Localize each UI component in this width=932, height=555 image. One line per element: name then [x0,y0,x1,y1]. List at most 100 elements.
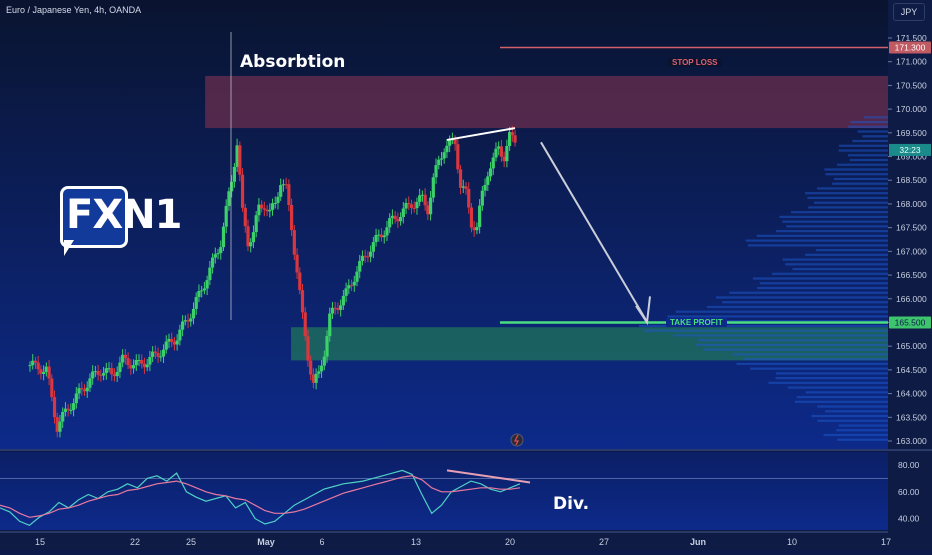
highs-trend-line[interactable] [446,127,516,141]
volume-bar [706,305,888,309]
logo-fx-badge [60,186,128,248]
volume-bar [787,386,888,389]
candle-body [317,371,321,374]
candle-body [36,362,40,370]
candle-body [131,365,136,369]
volume-bar [775,372,888,375]
candle-body [260,204,264,209]
time-tick-label: 13 [411,537,421,547]
candle-body [491,157,495,169]
candle-body [279,185,283,197]
projection-arrow-head [635,296,651,326]
flash-icon[interactable] [510,433,524,447]
candle-body [126,358,130,365]
candle-body [295,254,299,273]
price-pane-background [0,0,888,450]
volume-bar [790,211,888,214]
candle-body [197,290,201,298]
candle-body [480,190,484,206]
candle-body [265,209,269,212]
candle-body [371,242,375,252]
volume-bar [811,414,888,418]
candle-body [409,204,414,208]
candle-body [358,261,362,272]
candle-body [61,411,65,422]
candle-body [420,194,424,196]
time-tick-label: 20 [505,537,515,547]
candle-body [251,232,256,243]
candle-body [115,371,119,377]
volume-bar [857,130,888,133]
candle-body [448,139,452,146]
volume-bar [702,348,888,351]
volume-bar [839,144,888,147]
candle-body [488,168,493,177]
candle-body [363,255,367,257]
volume-bar [757,286,888,290]
candle-body [178,329,182,341]
divergence-label: Div. [553,494,590,514]
candle-body [475,227,479,231]
candle-body [437,159,441,166]
volume-bar [732,353,888,356]
volume-bar [807,196,888,200]
candle-body [366,256,370,258]
take-profit-tag-label: 165.500 [895,317,926,327]
volume-bar [722,301,888,304]
candle-body [290,204,294,231]
candle-body [407,202,411,205]
volume-bar [736,362,888,365]
oscillator-tick-label: 60.00 [898,487,920,497]
candle-body [499,146,504,157]
candle-body [189,318,193,322]
candle-body [101,373,106,376]
stop-loss-tag-label: 171.300 [895,42,926,52]
candle-body [148,356,152,365]
candle-body [494,148,498,158]
candle-body [235,145,239,167]
symbol-title[interactable]: Euro / Japanese Yen, 4h, OANDA [6,5,142,15]
candle-body [224,205,228,227]
candle-body [99,374,103,376]
candle-body [164,341,168,350]
candle-body [257,204,261,216]
candle-body [396,219,400,222]
volume-bar [745,239,888,242]
candle-body [502,156,506,162]
time-tick-label: May [257,537,275,547]
candle-body [153,351,157,353]
fxn1-logo: FXN1 [60,186,184,266]
candle-body [96,371,100,375]
candle-body [161,349,166,357]
price-tick-label: 164.500 [896,365,927,375]
time-axis[interactable]: 15 22 25 May 6 13 20 27 Jun 10 17 [35,537,891,547]
candle-body [72,403,76,410]
volume-bar [750,367,888,370]
volume-bar [805,391,888,394]
candle-body [513,135,517,143]
volume-bar [643,329,888,332]
projection-arrow-line[interactable] [540,141,647,321]
volume-bar [779,215,888,218]
candle-body [104,368,108,374]
currency-badge[interactable]: JPY [893,3,925,21]
candle-body [33,360,38,363]
volume-bar [775,376,888,380]
candle-body [50,378,54,398]
divergence-line[interactable] [446,469,531,484]
candle-body [219,247,223,254]
candle-body [186,320,190,322]
candle-body [270,203,275,210]
volume-bar [715,296,888,299]
volume-bar [782,258,888,261]
price-tick-label: 171.000 [896,57,927,67]
candle-body [170,338,174,343]
price-tick-label: 166.000 [896,294,927,304]
candle-body [281,184,286,186]
candle-body [382,235,386,238]
candle-body [88,378,92,388]
volume-bar [747,244,888,247]
time-tick-label: 10 [787,537,797,547]
price-tick-label: 165.000 [896,341,927,351]
